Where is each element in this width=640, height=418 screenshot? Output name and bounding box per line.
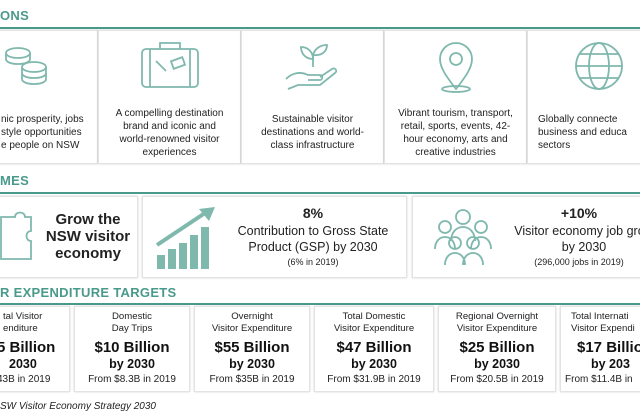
targets-section-title: R EXPENDITURE TARGETS xyxy=(0,285,177,300)
puzzle-icon xyxy=(0,209,33,272)
target-from-daytrips: From $8.3B in 2019 xyxy=(88,374,176,385)
target-from-overnight: From $35B in 2019 xyxy=(209,374,295,385)
outcome-jobs-value: +10% xyxy=(560,205,598,221)
target-by-regional: by 2030 xyxy=(474,357,520,371)
ambitions-section-title: ONS xyxy=(0,8,30,23)
outcome-jobs-text: Visitor economy job grow by 2030 xyxy=(514,224,640,254)
ambitions-divider xyxy=(0,27,640,29)
globe-icon xyxy=(572,39,626,98)
target-label-international: Total Internati Visitor Expendi xyxy=(571,311,635,334)
target-card-domestic: Total Domestic Visitor Expenditure $47 B… xyxy=(314,306,434,392)
target-value-domestic: $47 Billion xyxy=(336,339,412,356)
target-by-total: 2030 xyxy=(9,357,37,371)
target-value-total: 5 Billion xyxy=(0,339,56,356)
target-card-international: Total Internati Visitor Expendi $17 Bill… xyxy=(560,306,640,392)
target-from-international: From $11.4B in xyxy=(565,374,633,385)
target-value-international: $17 Billio xyxy=(577,339,640,356)
footnote-source: SW Visitor Economy Strategy 2030 xyxy=(0,401,156,412)
target-card-total: tal Visitor enditure 5 Billion 2030 43B … xyxy=(0,306,70,392)
ambition-card-sustainable: Sustainable visitor destinations and wor… xyxy=(241,30,384,164)
target-from-domestic: From $31.9B in 2019 xyxy=(327,374,421,385)
target-label-regional: Regional Overnight Visitor Expenditure xyxy=(455,311,539,334)
outcome-card-jobs: +10% Visitor economy job grow by 2030 (2… xyxy=(412,196,640,278)
ambition-text-global: Globally connecte business and educa sec… xyxy=(538,114,627,151)
people-icon xyxy=(427,205,499,274)
outcome-gsp-text: Contribution to Gross State Product (GSP… xyxy=(237,224,389,254)
suitcase-icon xyxy=(138,39,202,96)
target-value-daytrips: $10 Billion xyxy=(94,339,170,356)
target-label-daytrips: Domestic Day Trips xyxy=(111,311,153,334)
outcome-card-gsp: 8% Contribution to Gross State Product (… xyxy=(142,196,407,278)
outcome-gsp-value: 8% xyxy=(302,205,324,221)
target-value-overnight: $55 Billion xyxy=(214,339,290,356)
outcome-jobs-note: (296,000 jobs in 2019) xyxy=(534,257,624,267)
outcome-grow-text: Grow the NSW visitor economy xyxy=(45,211,131,262)
target-by-overnight: by 2030 xyxy=(229,357,275,371)
ambition-text-prosperity: nic prosperity, jobs style opportunities… xyxy=(1,114,84,151)
target-value-regional: $25 Billion xyxy=(459,339,535,356)
target-card-overnight: Overnight Visitor Expenditure $55 Billio… xyxy=(194,306,310,392)
hand-plant-icon xyxy=(282,39,344,98)
ambition-card-vibrant: Vibrant tourism, transport, retail, spor… xyxy=(384,30,527,164)
location-pin-icon xyxy=(431,37,481,100)
targets-divider xyxy=(0,303,640,305)
ambition-card-destination: A compelling destination brand and iconi… xyxy=(98,30,241,164)
target-from-regional: From $20.5B in 2019 xyxy=(450,374,544,385)
target-card-regional: Regional Overnight Visitor Expenditure $… xyxy=(438,306,556,392)
target-label-domestic: Total Domestic Visitor Expenditure xyxy=(333,311,415,334)
ambition-card-global: Globally connecte business and educa sec… xyxy=(527,30,640,164)
outcomes-section-title: MES xyxy=(0,173,30,188)
target-label-overnight: Overnight Visitor Expenditure xyxy=(211,311,293,334)
target-card-daytrips: Domestic Day Trips $10 Billion by 2030 F… xyxy=(74,306,190,392)
target-by-daytrips: by 2030 xyxy=(109,357,155,371)
target-by-international: by 203 xyxy=(591,357,630,371)
bar-growth-icon xyxy=(153,205,221,276)
outcome-card-grow: Grow the NSW visitor economy xyxy=(0,196,138,278)
ambition-text-vibrant: Vibrant tourism, transport, retail, spor… xyxy=(398,108,513,158)
outcomes-divider xyxy=(0,192,640,194)
target-from-total: 43B in 2019 xyxy=(0,374,51,385)
ambition-card-prosperity: nic prosperity, jobs style opportunities… xyxy=(0,30,98,164)
target-by-domestic: by 2030 xyxy=(351,357,397,371)
target-label-total: tal Visitor enditure xyxy=(3,311,43,334)
ambition-text-sustainable: Sustainable visitor destinations and wor… xyxy=(261,114,364,151)
coins-icon xyxy=(4,41,54,92)
ambition-text-destination: A compelling destination brand and iconi… xyxy=(115,108,224,158)
outcome-gsp-note: (6% in 2019) xyxy=(287,257,339,267)
